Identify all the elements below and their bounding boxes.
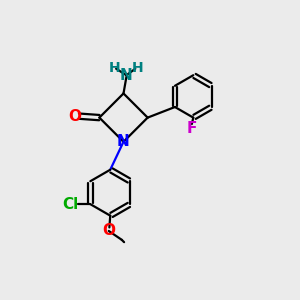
Text: F: F <box>187 121 197 136</box>
Text: Cl: Cl <box>62 197 79 212</box>
Text: N: N <box>117 134 130 149</box>
Text: H: H <box>132 61 143 75</box>
Text: O: O <box>68 109 81 124</box>
Text: O: O <box>102 224 115 238</box>
Text: H: H <box>108 61 120 75</box>
Text: N: N <box>120 68 133 83</box>
